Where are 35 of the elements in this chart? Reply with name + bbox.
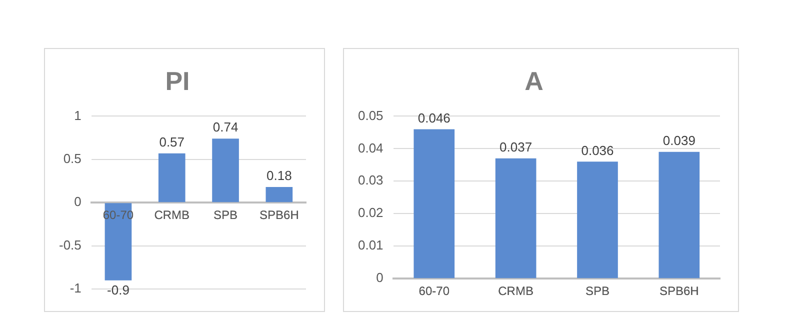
bar: [266, 187, 293, 202]
data-label: 0.74: [212, 120, 238, 135]
x-tick-label: SPB6H: [259, 208, 299, 222]
x-tick-label: CRMB: [498, 284, 534, 298]
data-label: 0.046: [418, 110, 450, 126]
x-tick-label: SPB: [585, 284, 610, 298]
x-tick-label: CRMB: [154, 208, 190, 222]
y-tick-label: 0.03: [358, 172, 384, 188]
data-label: 0.18: [266, 168, 292, 184]
y-tick-label: -1: [70, 280, 82, 296]
y-tick-label: 1: [74, 108, 82, 123]
y-tick-label: 0: [376, 270, 384, 286]
y-tick-label: 0.02: [358, 205, 384, 220]
y-tick-label: -0.5: [58, 237, 82, 252]
bar: [158, 153, 186, 202]
x-tick-label: SPB: [214, 208, 238, 222]
y-tick-label: 0.01: [358, 238, 384, 253]
y-tick-label: 0.04: [358, 140, 384, 156]
y-tick-label: 0: [74, 194, 82, 210]
data-label: 0.037: [500, 140, 532, 154]
chart-title: A: [524, 66, 544, 96]
x-tick-label: SPB6H: [659, 284, 699, 298]
bar: [414, 129, 455, 278]
x-tick-label: 60-70: [418, 284, 450, 298]
data-label: 0.036: [581, 142, 614, 158]
data-label: -0.9: [107, 282, 130, 298]
chart-title: PI: [165, 66, 190, 96]
data-label: 0.57: [159, 134, 185, 150]
bar: [212, 138, 239, 202]
bar: [495, 158, 536, 278]
bar: [577, 162, 618, 278]
y-tick-label: 0.05: [358, 108, 384, 123]
y-tick-label: 0.5: [63, 150, 82, 166]
data-label: 0.039: [662, 133, 696, 148]
bar: [658, 152, 700, 278]
